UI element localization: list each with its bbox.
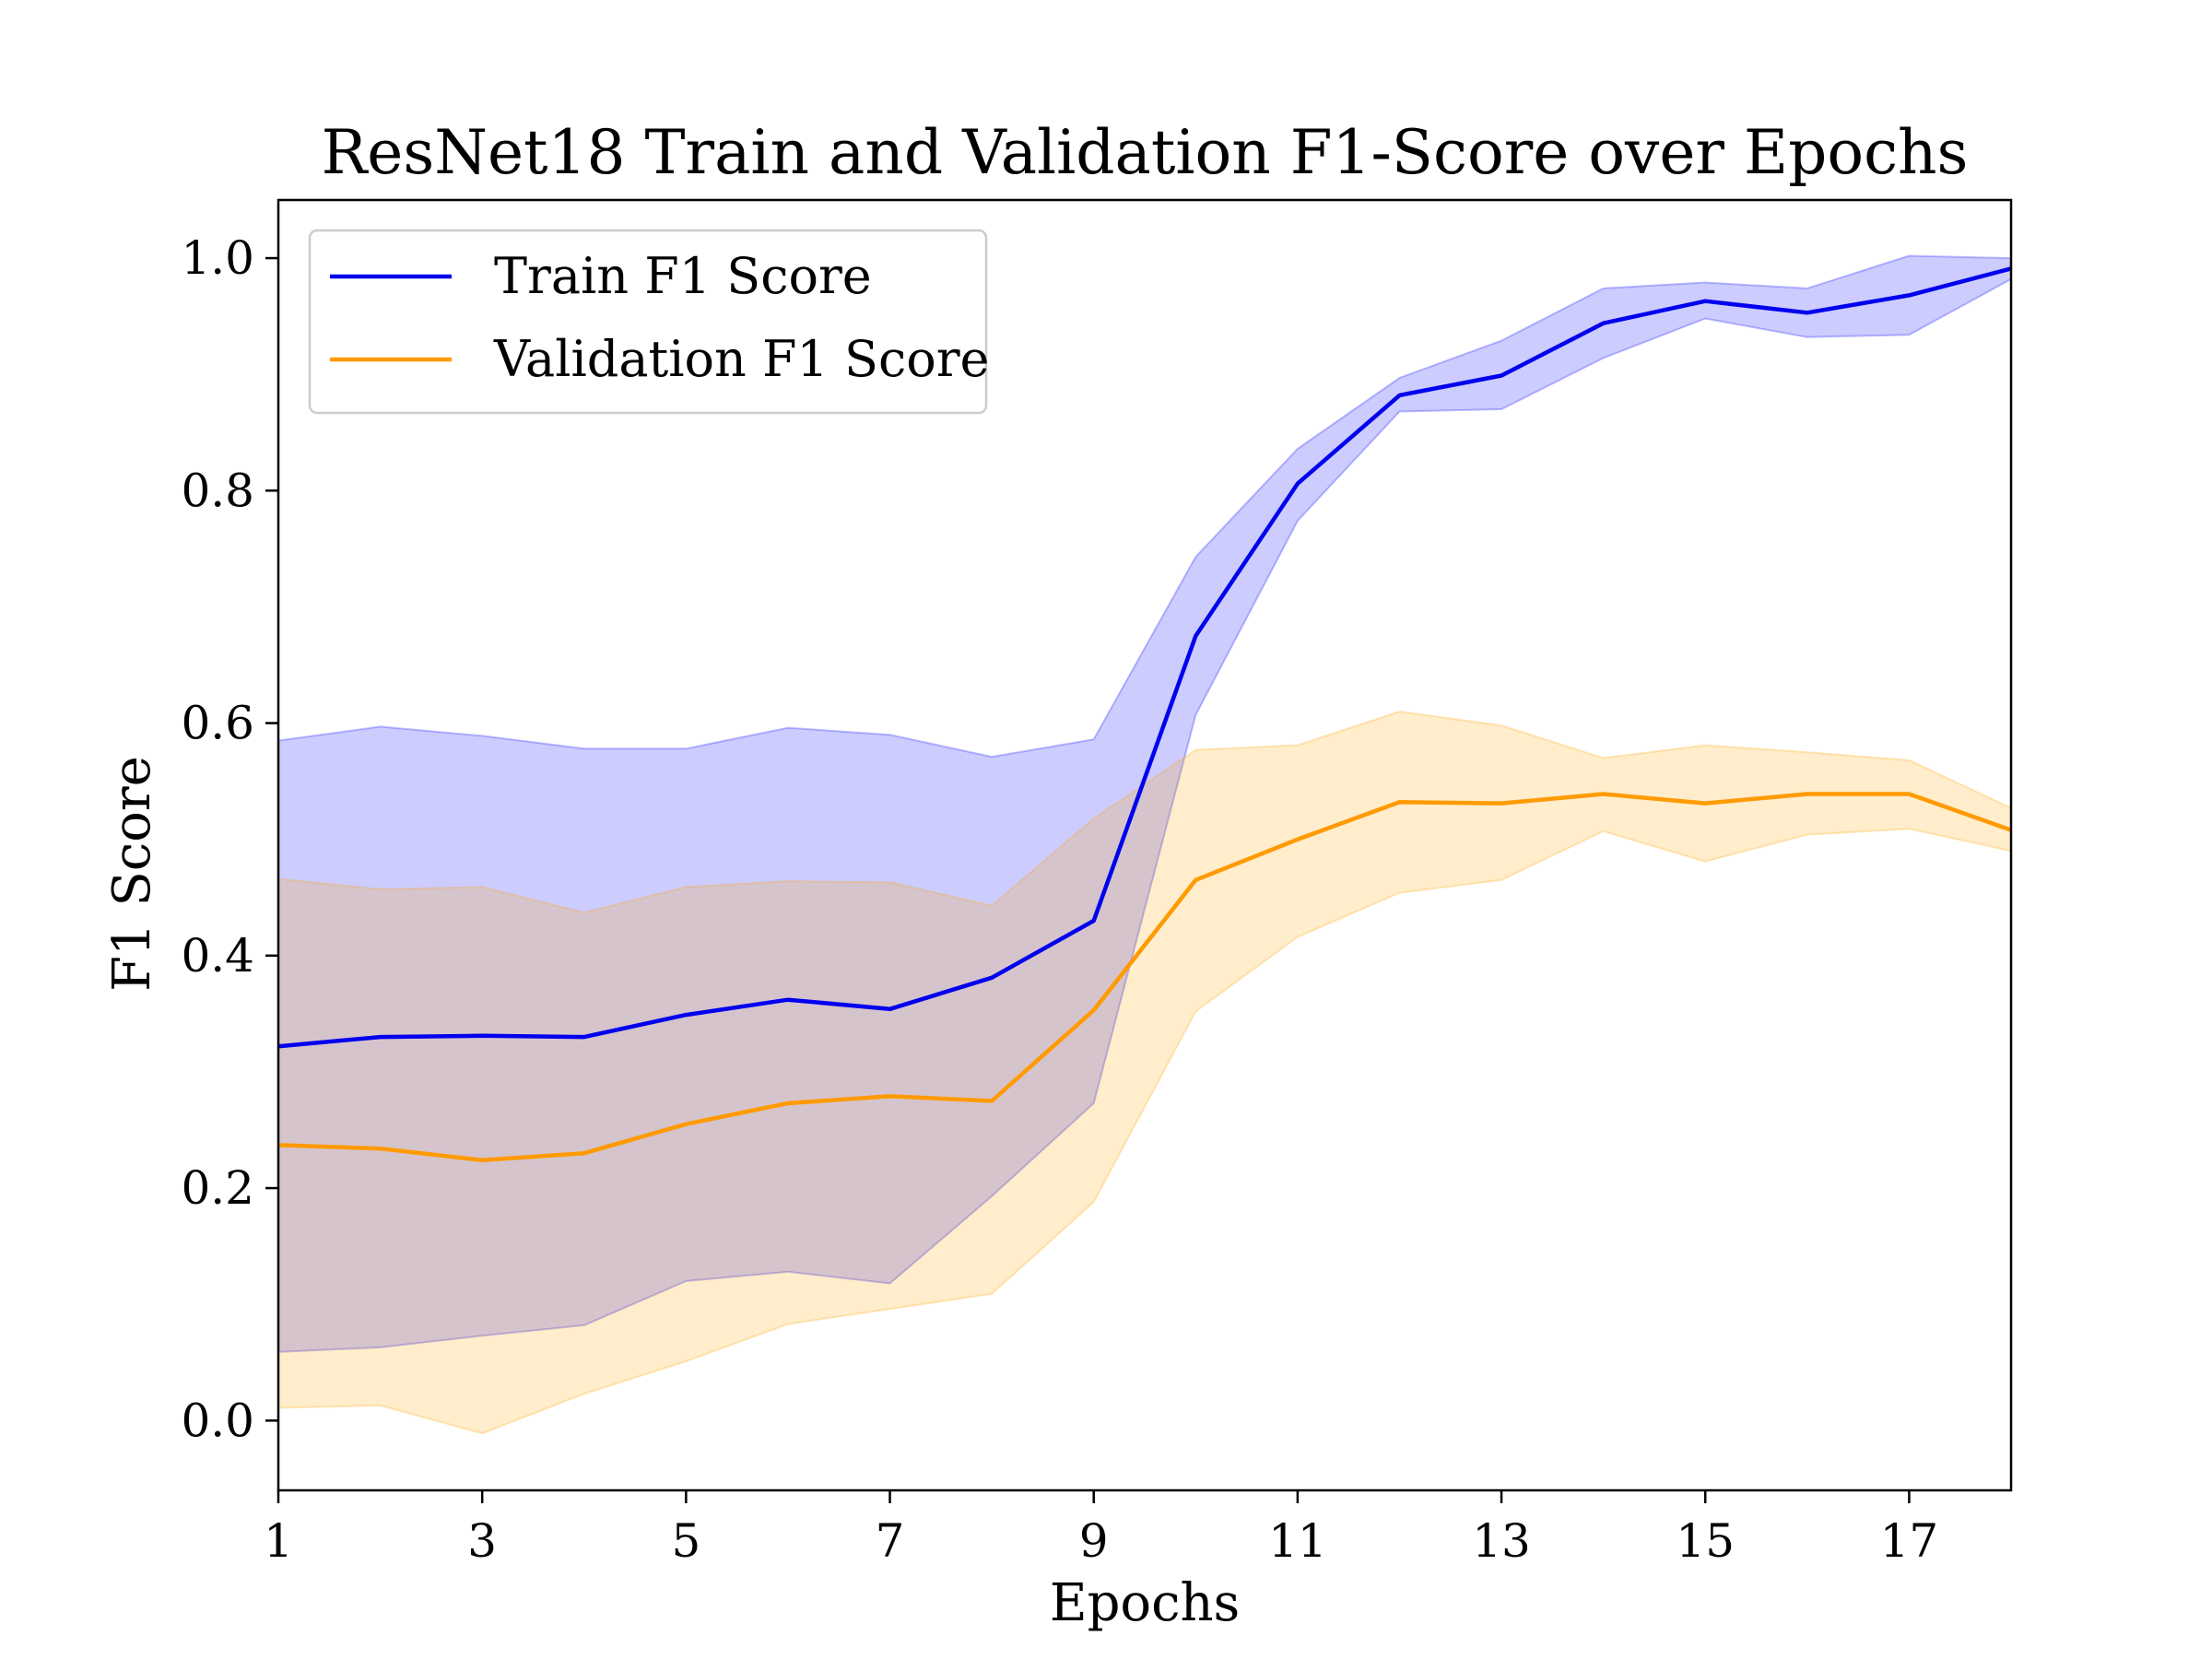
x-tick-label: 3 bbox=[467, 1514, 497, 1568]
plot-area bbox=[278, 254, 2011, 1435]
y-tick-label: 0.4 bbox=[181, 929, 254, 982]
x-tick-label: 15 bbox=[1676, 1514, 1735, 1568]
legend-validation-label: Validation F1 Score bbox=[493, 330, 989, 388]
x-tick-label: 5 bbox=[671, 1514, 700, 1568]
x-axis-label: Epochs bbox=[1050, 1573, 1241, 1633]
y-tick-label: 0.2 bbox=[181, 1161, 254, 1215]
y-tick-label: 0.6 bbox=[181, 697, 254, 750]
chart-title: ResNet18 Train and Validation F1-Score o… bbox=[322, 117, 1969, 188]
x-tick-label: 13 bbox=[1472, 1514, 1531, 1568]
plot-frame bbox=[276, 198, 2013, 1492]
validation-line bbox=[278, 792, 2011, 1163]
x-tick-label: 9 bbox=[1079, 1514, 1109, 1568]
legend: Train F1 Score Validation F1 Score bbox=[308, 229, 989, 415]
validation-band bbox=[278, 710, 2011, 1435]
train-band bbox=[278, 254, 2011, 1353]
x-tick-label: 11 bbox=[1268, 1514, 1327, 1568]
y-tick-label: 0.8 bbox=[181, 464, 254, 517]
x-tick-label: 1 bbox=[264, 1514, 293, 1568]
x-tick-label: 7 bbox=[876, 1514, 905, 1568]
legend-box bbox=[308, 229, 988, 415]
y-axis-label: F1 Score bbox=[102, 756, 162, 992]
y-tick-label: 1.0 bbox=[181, 231, 254, 285]
train-line bbox=[278, 266, 2011, 1049]
x-tick-label: 17 bbox=[1880, 1514, 1939, 1568]
plot-clip-group bbox=[278, 254, 2011, 1435]
legend-train-label: Train F1 Score bbox=[494, 247, 872, 305]
axes: 1 3 5 7 9 11 13 15 170.00.20.40.60.81.0 bbox=[181, 198, 2013, 1568]
y-tick-label: 0.0 bbox=[181, 1394, 254, 1447]
